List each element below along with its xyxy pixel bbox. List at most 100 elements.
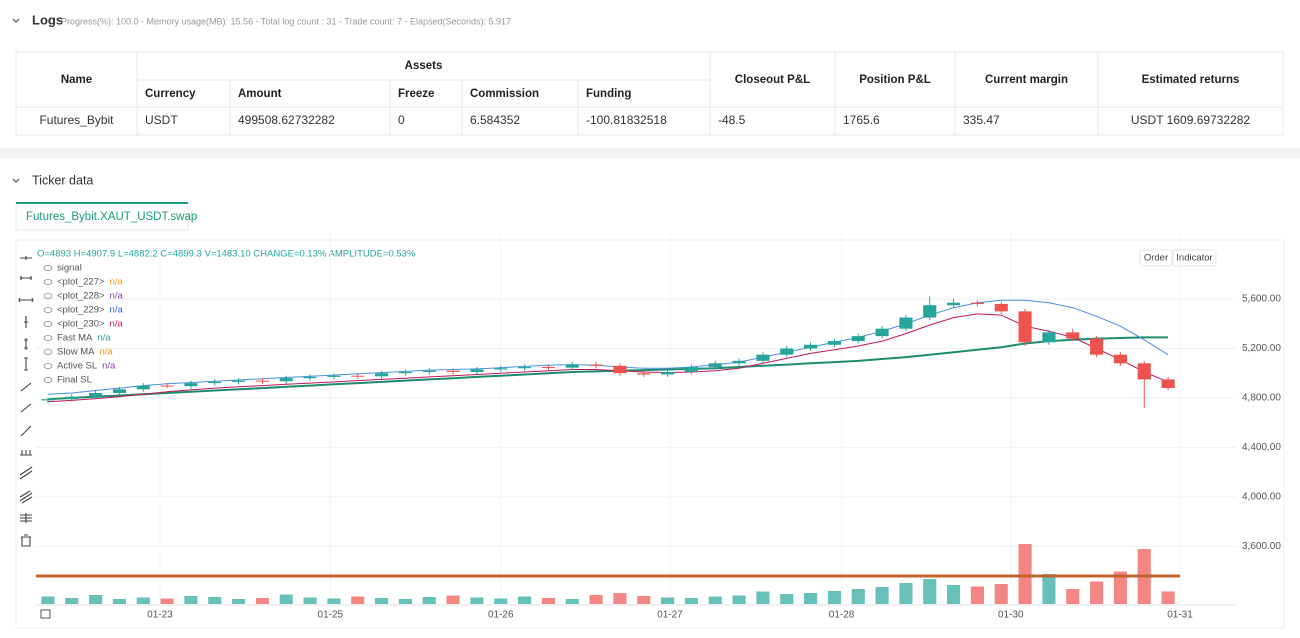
volume-bar [279,594,293,604]
tool-icon[interactable] [24,338,28,350]
ticker-title[interactable]: Ticker data [32,173,93,187]
calendar-icon[interactable] [40,609,51,619]
logs-stats: Progress(%): 100.0 - Memory usage(MB): 1… [61,16,511,26]
volume-bar [232,599,246,604]
volume-bar [1161,591,1175,604]
candle-body [732,360,746,364]
volume-bar [1018,544,1032,604]
column-header: Position P&L [859,74,931,86]
volume-bar [541,598,555,604]
legend-name: Fast MA [57,333,93,344]
volume-bar [875,587,889,604]
tool-icon[interactable] [20,450,32,456]
table-cell-text: 6.584352 [470,113,520,127]
eye-icon[interactable] [43,278,53,285]
volume-bar [518,596,532,604]
candle-body [351,375,365,377]
candle-body [804,344,818,349]
volume-bar [947,585,961,604]
y-tick-label: 3,600.00 [1242,541,1281,552]
candle-body [422,370,436,372]
eye-icon[interactable] [43,348,53,355]
volume-bar [41,596,55,604]
candle-body [994,303,1008,312]
button-label[interactable]: Indicator [1176,253,1212,264]
eye-icon[interactable] [43,264,53,271]
table-cell [1097,106,1284,136]
volume-bar [994,584,1008,604]
volume-bar [613,593,627,604]
volume-bar [637,596,651,604]
tool-icon[interactable] [20,256,32,260]
indicator-line [47,313,1169,403]
volume-bar [708,596,722,604]
tool-icon[interactable] [24,357,28,371]
volume-bar [65,598,79,604]
button-label[interactable]: Order [1144,253,1168,264]
eye-icon[interactable] [43,306,53,313]
button[interactable] [1172,249,1217,267]
eye-icon[interactable] [43,362,53,369]
eye-icon[interactable] [43,334,53,341]
eye-icon[interactable] [43,292,53,299]
volume-bar [756,591,770,604]
collapse-icon[interactable] [12,178,20,183]
tool-icon[interactable] [20,276,32,280]
candle-body [232,380,246,382]
candle-body [1113,354,1127,364]
tool-icon[interactable] [18,297,34,303]
candle-body [541,367,555,369]
table-cell [954,51,1099,108]
tab-label[interactable]: Futures_Bybit.XAUT_USDT.swap [26,211,197,223]
tool-icon[interactable] [20,425,32,437]
column-header: Funding [586,88,631,100]
candle-body [827,341,841,345]
column-header: Closeout P&L [735,74,810,86]
tool-icon[interactable] [20,382,32,392]
tool-icon[interactable] [20,403,32,413]
column-header: Currency [145,88,196,100]
eye-icon[interactable] [43,320,53,327]
volume-bar [565,599,579,604]
volume-bar [899,583,913,604]
volume-bar [112,599,126,604]
candle-body [446,370,460,372]
column-header: Freeze [398,88,434,100]
tool-icon[interactable] [24,316,28,328]
candle-body [756,354,770,361]
volume-bar [327,598,341,604]
candle-body [851,336,865,342]
table-cell [709,51,836,108]
tool-icon[interactable] [21,534,31,547]
legend-name: <plot_227> [57,277,105,288]
volume-bar [375,598,389,604]
tool-icon[interactable] [19,490,33,504]
button[interactable] [1139,249,1173,267]
volume-bar [589,595,603,604]
volume-bar [970,586,984,604]
table-cell [461,106,579,136]
legend-name: Slow MA [57,347,95,358]
candle-body [327,375,341,377]
candle-body [923,305,937,318]
table-cell-text: 1765.6 [843,113,880,127]
table-cell [136,51,711,81]
table-cell-text: USDT [145,113,178,127]
collapse-icon[interactable] [12,18,20,23]
candle-body [65,396,79,400]
eye-icon[interactable] [43,376,53,383]
tool-icon[interactable] [20,513,32,523]
table-cell [954,106,1099,136]
logs-title[interactable]: Logs [32,12,63,27]
candle-body [875,328,889,337]
tool-icon[interactable] [19,466,33,480]
volume-bar [780,594,794,604]
candle-body [303,376,317,379]
column-header: Estimated returns [1142,74,1240,86]
column-header: Name [61,74,92,86]
table-cell-text: 335.47 [963,113,1000,127]
volume-bar [351,596,365,604]
table-cell [577,79,711,108]
candle-body [160,385,174,387]
